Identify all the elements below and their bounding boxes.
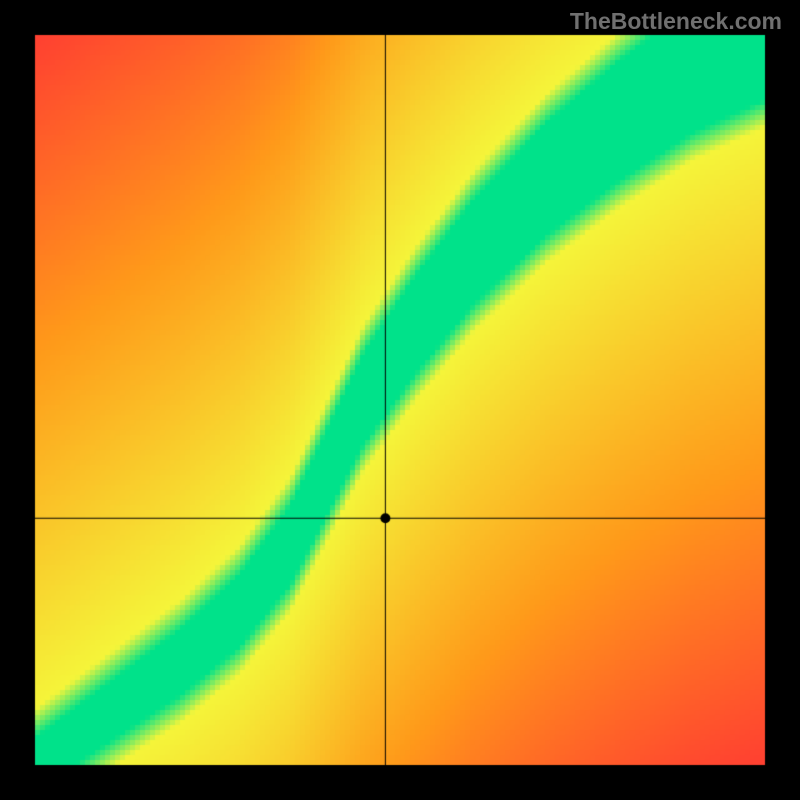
chart-container: TheBottleneck.com [0,0,800,800]
watermark-text: TheBottleneck.com [570,8,782,35]
bottleneck-heatmap-canvas [0,0,800,800]
